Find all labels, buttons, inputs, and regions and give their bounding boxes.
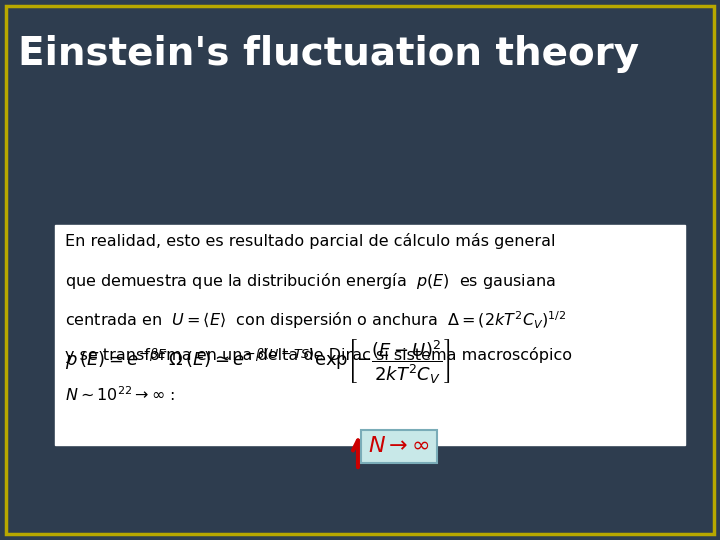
Text: $N \rightarrow \infty$: $N \rightarrow \infty$ <box>368 436 430 456</box>
Legend: canonical, microcanonical: canonical, microcanonical <box>436 418 550 451</box>
canonical <box>233 502 242 508</box>
canonical <box>543 502 552 508</box>
canonical <box>543 502 552 508</box>
Text: $P(E)$: $P(E)$ <box>241 353 264 366</box>
Text: En realidad, esto es resultado parcial de cálculo más general: En realidad, esto es resultado parcial d… <box>65 233 556 249</box>
Line: canonical: canonical <box>221 366 557 505</box>
Text: $p\,(E) = e^{-\beta E}\,\Omega\,(E) \simeq e^{-\beta(U-TS)} \exp\!\left[-\dfrac{: $p\,(E) = e^{-\beta E}\,\Omega\,(E) \sim… <box>65 337 450 385</box>
canonical <box>552 502 561 508</box>
canonical <box>371 476 379 482</box>
microcanonical <box>552 502 561 508</box>
Text: $E$: $E$ <box>544 510 553 523</box>
Text: Einstein's fluctuation theory: Einstein's fluctuation theory <box>18 35 639 73</box>
Text: centrada en  $U = \langle E \rangle$  con dispersión o anchura  $\Delta = (2kT^2: centrada en $U = \langle E \rangle$ con … <box>65 309 566 330</box>
microcanonical <box>481 502 490 508</box>
microcanonical <box>380 377 389 383</box>
microcanonical <box>233 502 242 508</box>
Text: y se transforma en una delta de Dirac si sistema macroscópico: y se transforma en una delta de Dirac si… <box>65 347 572 363</box>
Text: que demuestra que la distribución energía  $p(E)$  es gausiana: que demuestra que la distribución energí… <box>65 271 556 291</box>
microcanonical <box>543 502 552 508</box>
Bar <box>55 225 685 445</box>
microcanonical <box>543 502 552 508</box>
microcanonical <box>371 377 379 383</box>
microcanonical <box>371 377 379 383</box>
microcanonical <box>217 502 225 508</box>
canonical <box>481 502 490 508</box>
canonical <box>217 502 225 508</box>
Text: $N \sim 10^{22} \rightarrow \infty$ :: $N \sim 10^{22} \rightarrow \infty$ : <box>65 385 176 404</box>
canonical <box>380 388 389 394</box>
Line: microcanonical: microcanonical <box>221 380 557 505</box>
canonical <box>384 363 393 369</box>
